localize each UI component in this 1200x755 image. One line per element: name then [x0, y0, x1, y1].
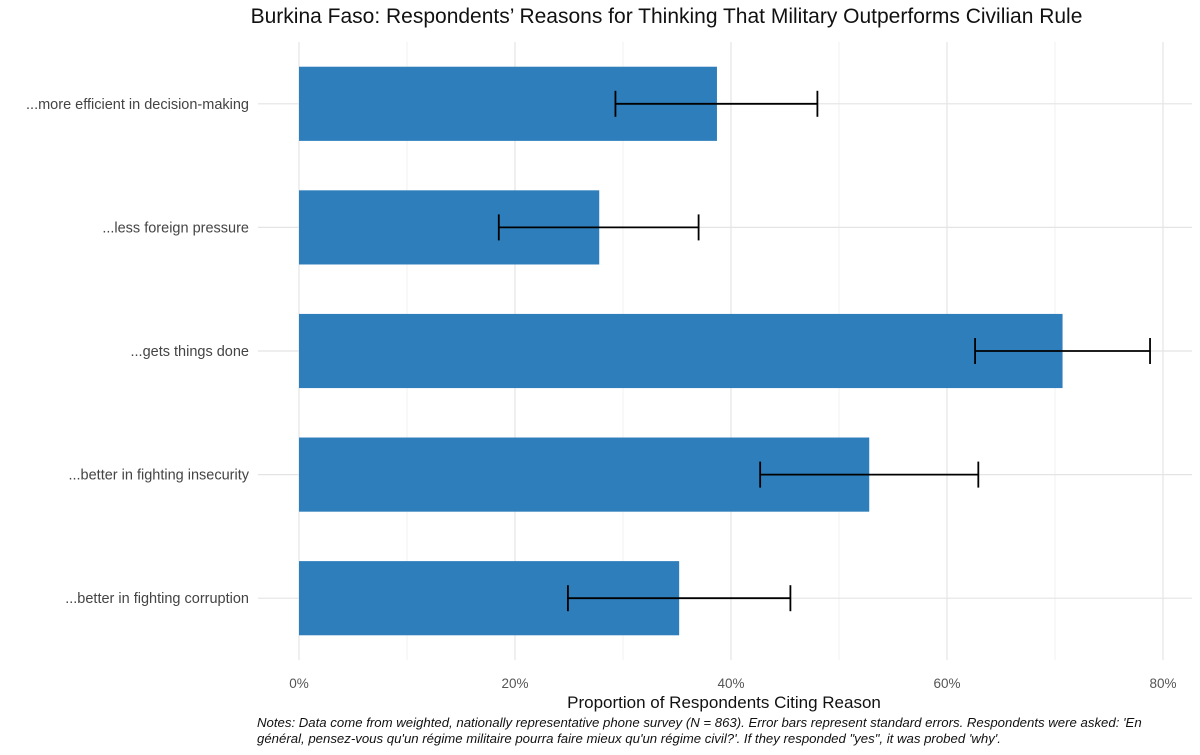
x-tick-label: 60%: [933, 676, 960, 691]
chart-note: Notes: Data come from weighted, national…: [257, 715, 1142, 746]
error-bars: [497, 90, 1151, 612]
x-tick-label: 0%: [289, 676, 309, 691]
y-tick-label: ...better in fighting insecurity: [68, 468, 249, 484]
y-tick-label: ...better in fighting corruption: [65, 591, 249, 607]
y-tick-label: ...more efficient in decision-making: [26, 97, 249, 113]
x-tick-label: 20%: [501, 676, 528, 691]
bar: [299, 313, 1063, 389]
x-tick-label: 40%: [717, 676, 744, 691]
x-tick-label: 80%: [1149, 676, 1176, 691]
bars: [299, 66, 1063, 636]
y-tick-label: ...gets things done: [131, 344, 250, 360]
chart-title: Burkina Faso: Respondents’ Reasons for T…: [250, 5, 1083, 28]
x-axis-title: Proportion of Respondents Citing Reason: [567, 693, 881, 712]
y-tick-labels: ...more efficient in decision-making ...l…: [26, 97, 250, 607]
x-tick-labels: 0% 20% 40% 60% 80%: [289, 676, 1176, 691]
y-tick-label: ...less foreign pressure: [102, 220, 249, 236]
